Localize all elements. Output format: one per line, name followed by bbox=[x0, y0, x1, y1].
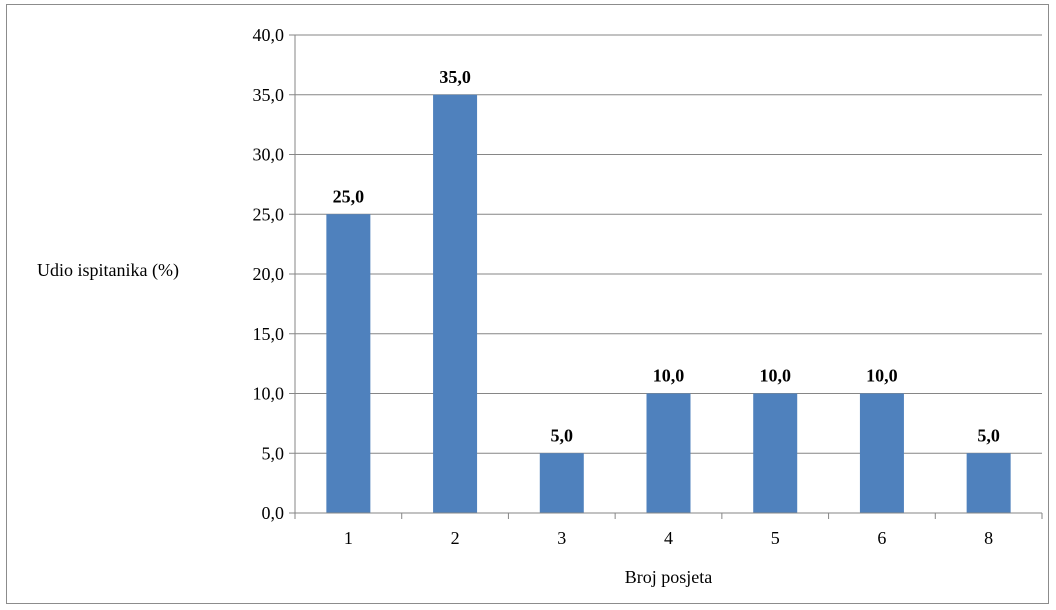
x-tick-label: 6 bbox=[877, 528, 886, 548]
bar bbox=[433, 94, 478, 513]
gridlines bbox=[295, 34, 1042, 454]
y-tick-label: 35,0 bbox=[253, 85, 285, 105]
bar bbox=[859, 393, 904, 513]
x-tick-label: 5 bbox=[771, 528, 780, 548]
data-label: 5,0 bbox=[977, 425, 1000, 445]
x-tick-label: 3 bbox=[557, 528, 566, 548]
bar bbox=[646, 393, 691, 513]
y-tick-label: 0,0 bbox=[262, 503, 285, 523]
y-tick-label: 25,0 bbox=[253, 204, 285, 224]
x-tick-label: 2 bbox=[451, 528, 460, 548]
x-tick-label: 8 bbox=[984, 528, 993, 548]
x-tick-label: 1 bbox=[344, 528, 353, 548]
y-tick-label: 20,0 bbox=[253, 264, 285, 284]
data-label: 10,0 bbox=[866, 366, 898, 386]
y-tick-label: 40,0 bbox=[253, 25, 285, 45]
bar bbox=[326, 214, 371, 513]
x-axis-title: Broj posjeta bbox=[625, 567, 713, 587]
y-tick-label: 30,0 bbox=[253, 145, 285, 165]
data-label: 25,0 bbox=[333, 186, 365, 206]
x-tick-labels: 1 2 3 4 5 6 8 bbox=[344, 528, 993, 548]
y-tick-label: 15,0 bbox=[253, 324, 285, 344]
bar bbox=[539, 453, 584, 513]
y-tick-label: 5,0 bbox=[262, 443, 285, 463]
y-tick-labels: 0,0 5,0 10,0 15,0 20,0 25,0 30,0 35,0 40,0 bbox=[253, 25, 285, 523]
bar bbox=[966, 453, 1011, 513]
bar bbox=[753, 393, 798, 513]
bars bbox=[326, 94, 1011, 513]
axes bbox=[289, 34, 1043, 519]
y-tick-label: 10,0 bbox=[253, 384, 285, 404]
data-label: 5,0 bbox=[551, 425, 574, 445]
data-label: 35,0 bbox=[439, 67, 471, 87]
data-label: 10,0 bbox=[653, 366, 685, 386]
data-label: 10,0 bbox=[759, 366, 791, 386]
y-axis-title: Udio ispitanika (%) bbox=[37, 260, 179, 281]
data-labels: 25,0 35,0 5,0 10,0 10,0 10,0 5,0 bbox=[333, 67, 1000, 446]
x-tick-label: 4 bbox=[664, 528, 673, 548]
